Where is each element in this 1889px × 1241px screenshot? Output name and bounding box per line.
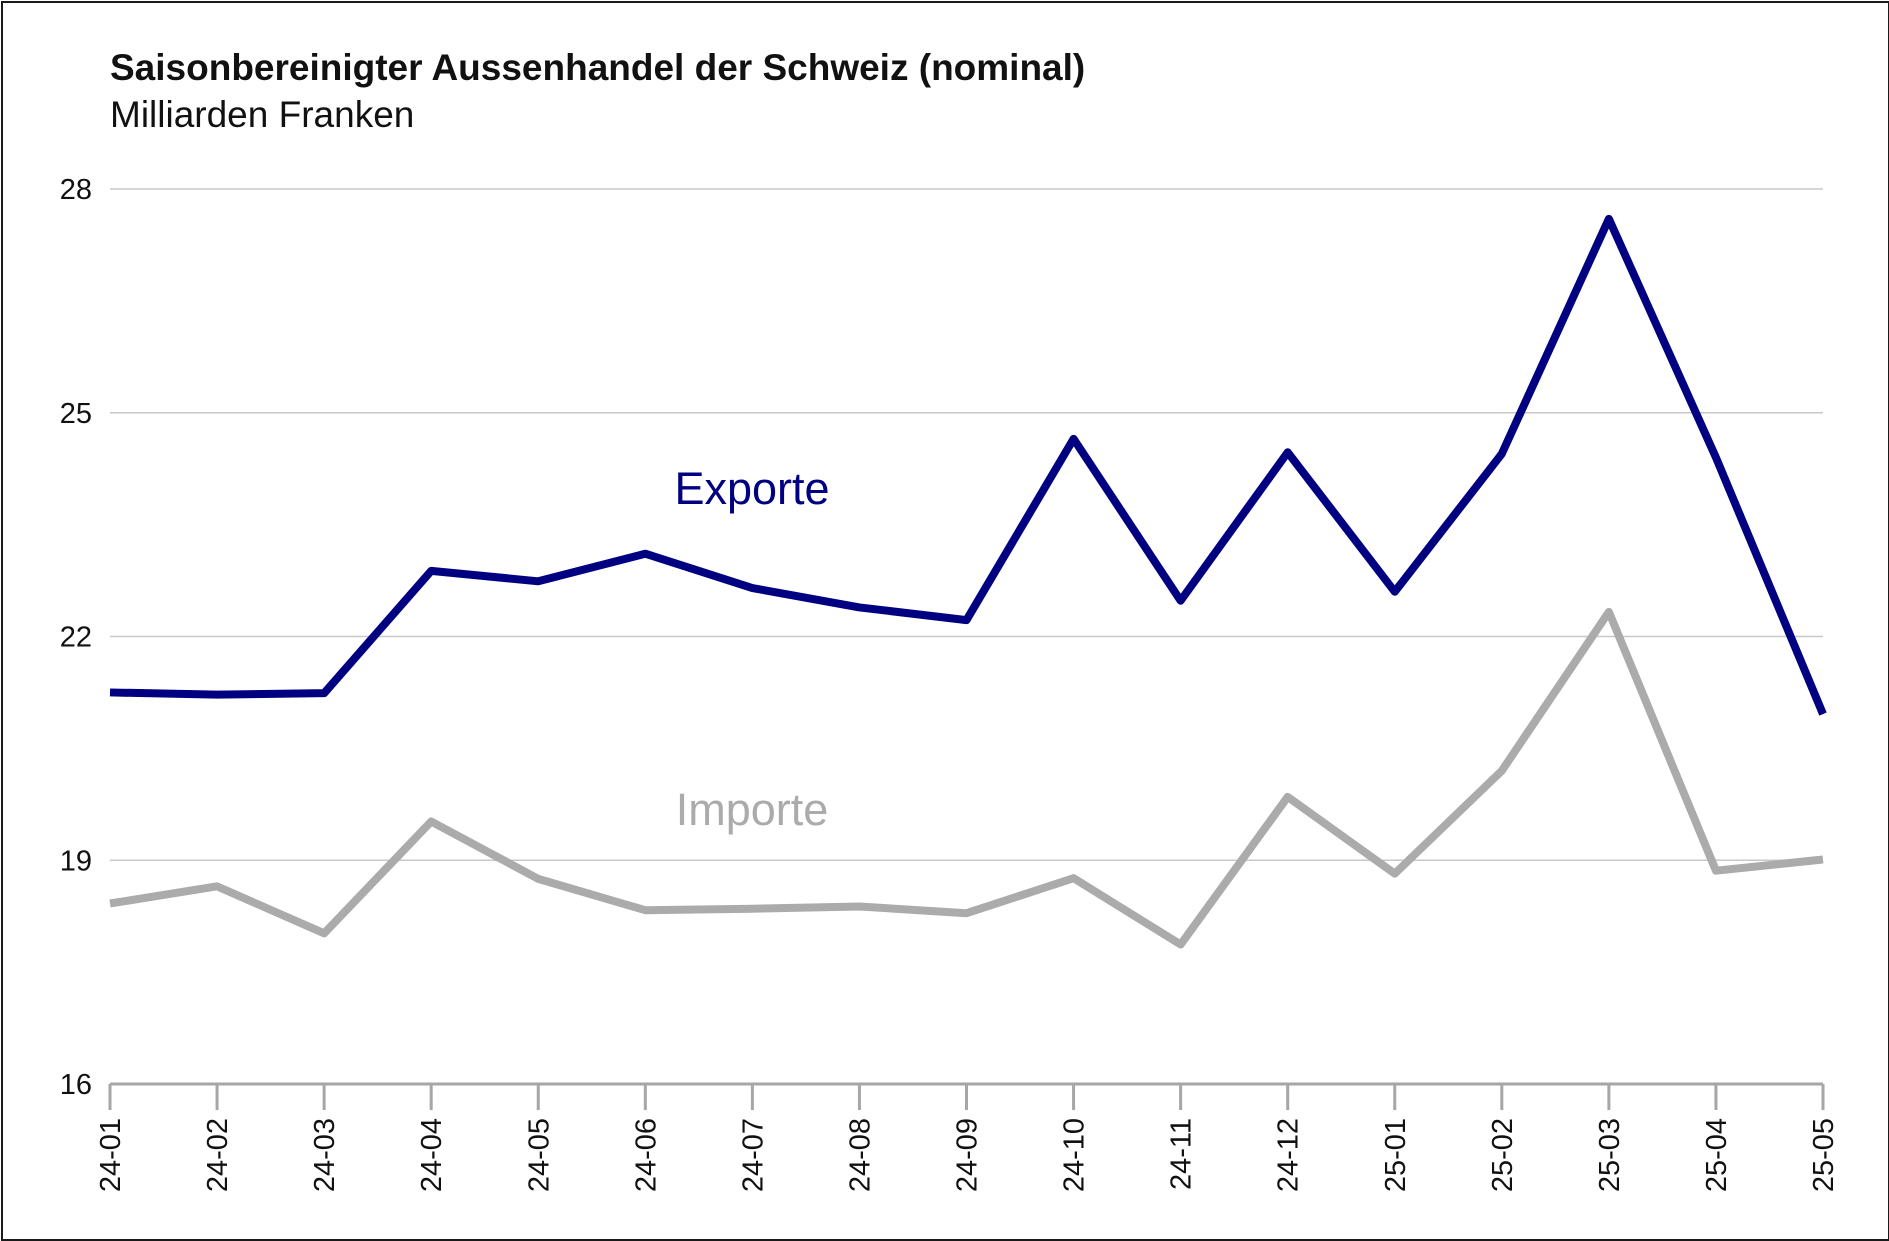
series-lines [109, 214, 1827, 949]
x-tick-label: 24-02 [202, 1118, 234, 1192]
x-tick-label: 25-04 [1701, 1118, 1733, 1192]
x-tick-label: 25-05 [1808, 1118, 1840, 1192]
series-line-exporte [109, 214, 1827, 716]
x-tick-label: 25-02 [1487, 1118, 1519, 1192]
x-tick-label: 24-11 [1166, 1118, 1198, 1190]
y-tick-label: 22 [60, 622, 92, 654]
x-tick-label: 24-07 [737, 1118, 769, 1192]
line-chart: Saisonbereinigter Aussenhandel der Schwe… [60, 47, 1840, 1192]
x-tick-label: 24-03 [309, 1118, 341, 1192]
x-tick-label: 24-06 [630, 1118, 662, 1192]
x-tick-label: 24-12 [1273, 1118, 1305, 1192]
x-tick-label: 24-09 [952, 1118, 984, 1192]
x-tick-label: 25-01 [1380, 1118, 1412, 1192]
x-tick-label: 24-10 [1059, 1118, 1091, 1192]
gridlines [110, 188, 1823, 861]
y-tick-label: 28 [60, 174, 92, 206]
x-axis [108, 1082, 1825, 1110]
series-line-importe [109, 607, 1824, 949]
x-tick-label: 25-03 [1594, 1118, 1626, 1192]
x-tick-label: 24-04 [416, 1118, 448, 1192]
series-labels: Exporte Importe [674, 463, 829, 835]
x-tick-label: 24-01 [95, 1118, 127, 1192]
chart-title: Saisonbereinigter Aussenhandel der Schwe… [110, 47, 1085, 88]
y-tick-label: 25 [60, 398, 92, 430]
series-label-exporte: Exporte [674, 463, 829, 514]
x-tick-label: 24-05 [523, 1118, 555, 1192]
x-axis-labels: 24-01 24-02 24-03 24-04 24-05 24-06 24-07 24-08… [95, 1118, 1840, 1192]
x-tick-label: 24-08 [844, 1118, 876, 1192]
chart-subtitle: Milliarden Franken [110, 94, 414, 135]
y-tick-label: 16 [60, 1069, 92, 1101]
y-tick-label: 19 [60, 845, 92, 877]
y-axis-labels: 16 19 22 25 28 [60, 174, 92, 1101]
series-label-importe: Importe [676, 784, 829, 835]
